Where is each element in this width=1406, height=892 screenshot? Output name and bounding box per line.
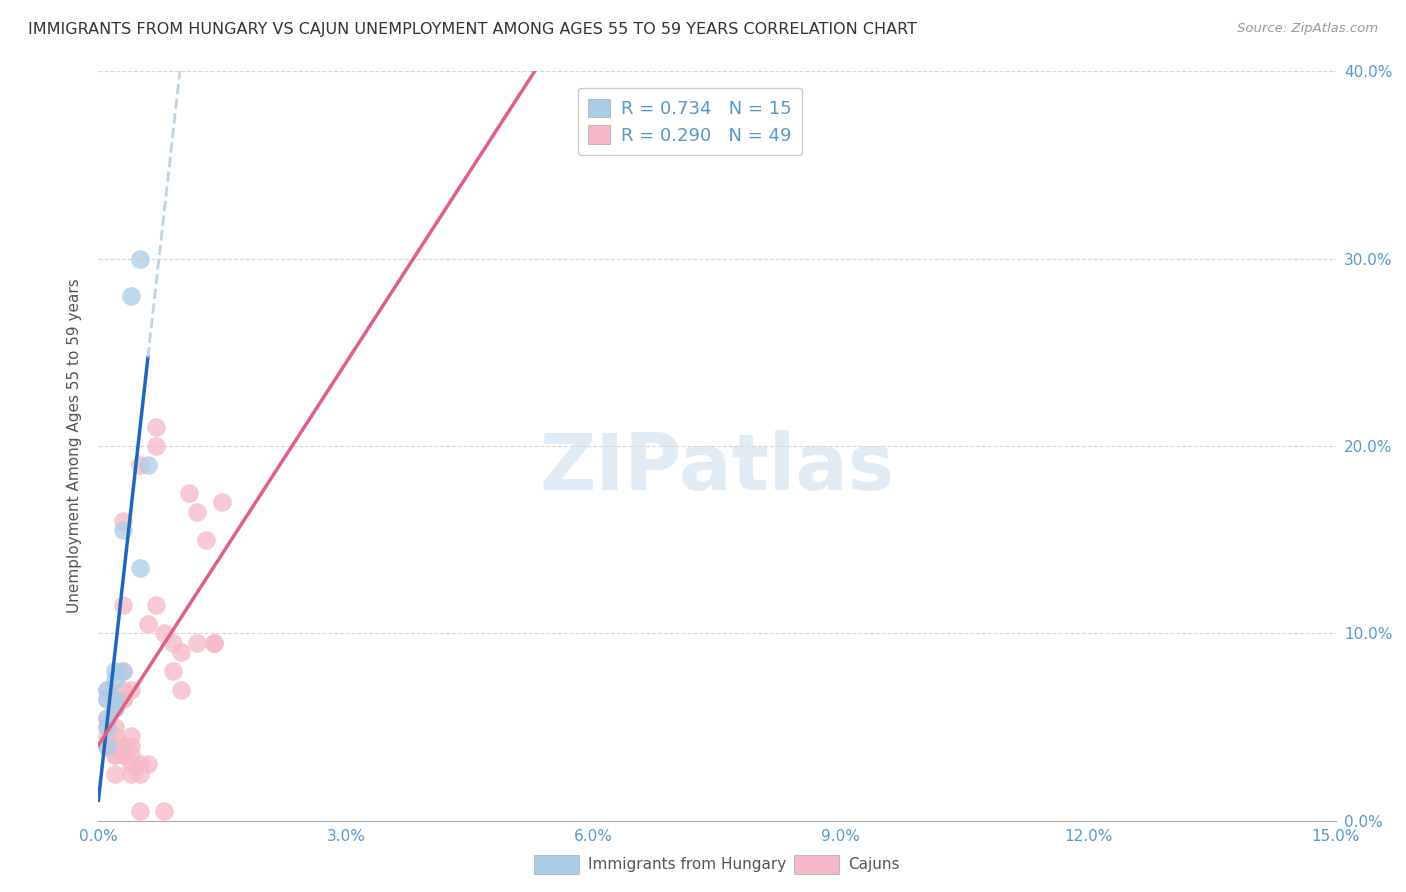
Point: [145, 420, 167, 434]
Point: [120, 739, 142, 753]
Point: [128, 757, 150, 772]
Point: [136, 617, 159, 632]
Point: [112, 747, 135, 762]
Point: [128, 766, 150, 781]
Point: [96, 682, 118, 697]
Point: [112, 523, 135, 537]
Text: Source: ZipAtlas.com: Source: ZipAtlas.com: [1237, 22, 1378, 36]
Point: [170, 645, 193, 659]
Point: [136, 757, 159, 772]
Point: [120, 289, 142, 303]
Point: [120, 757, 142, 772]
Point: [96, 710, 118, 724]
Point: [179, 485, 201, 500]
Point: [96, 682, 118, 697]
Point: [104, 673, 127, 688]
Point: [104, 747, 127, 762]
Point: [112, 682, 135, 697]
Text: Cajuns: Cajuns: [848, 857, 900, 871]
Point: [104, 747, 127, 762]
Point: [170, 682, 193, 697]
Point: [186, 635, 208, 649]
Point: [186, 505, 208, 519]
Point: [202, 635, 225, 649]
Point: [112, 599, 135, 613]
Point: [194, 533, 217, 547]
Point: [112, 664, 135, 678]
Point: [153, 805, 176, 819]
Text: ZIPatlas: ZIPatlas: [540, 431, 894, 507]
Text: IMMIGRANTS FROM HUNGARY VS CAJUN UNEMPLOYMENT AMONG AGES 55 TO 59 YEARS CORRELAT: IMMIGRANTS FROM HUNGARY VS CAJUN UNEMPLO…: [28, 22, 917, 37]
Point: [96, 710, 118, 724]
Point: [104, 739, 127, 753]
Point: [120, 682, 142, 697]
Point: [112, 514, 135, 528]
Point: [104, 664, 127, 678]
Point: [162, 664, 184, 678]
Point: [104, 720, 127, 734]
Point: [104, 730, 127, 744]
Point: [120, 747, 142, 762]
Text: Immigrants from Hungary: Immigrants from Hungary: [588, 857, 786, 871]
Point: [96, 692, 118, 706]
Point: [96, 730, 118, 744]
Point: [120, 730, 142, 744]
Point: [96, 739, 118, 753]
Point: [128, 805, 150, 819]
Point: [202, 635, 225, 649]
Point: [128, 252, 150, 266]
Point: [128, 458, 150, 472]
Point: [112, 739, 135, 753]
Point: [128, 561, 150, 575]
Point: [112, 692, 135, 706]
Y-axis label: Unemployment Among Ages 55 to 59 years: Unemployment Among Ages 55 to 59 years: [67, 278, 83, 614]
Point: [104, 701, 127, 715]
Point: [104, 692, 127, 706]
Point: [136, 458, 159, 472]
Point: [96, 739, 118, 753]
Point: [96, 720, 118, 734]
Point: [120, 766, 142, 781]
Point: [112, 664, 135, 678]
Point: [96, 720, 118, 734]
Point: [96, 692, 118, 706]
Point: [112, 692, 135, 706]
Point: [162, 635, 184, 649]
Point: [104, 766, 127, 781]
Point: [145, 439, 167, 453]
Point: [104, 701, 127, 715]
Point: [153, 626, 176, 640]
Point: [145, 599, 167, 613]
Point: [211, 495, 233, 509]
Legend: R = 0.734   N = 15, R = 0.290   N = 49: R = 0.734 N = 15, R = 0.290 N = 49: [578, 88, 803, 155]
